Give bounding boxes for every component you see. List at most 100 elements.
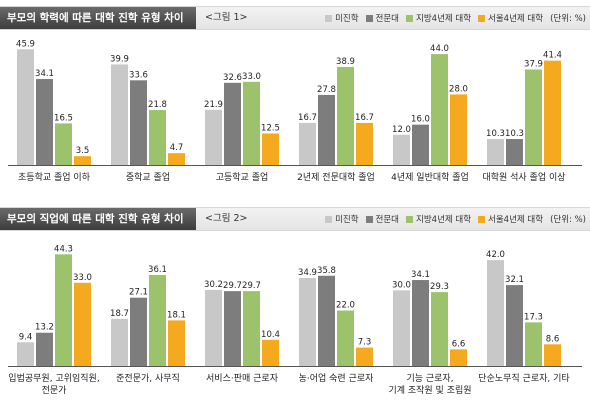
- bar-local-university: [337, 310, 354, 366]
- legend-item-seoul-university: 서울4년제 대학: [478, 12, 543, 24]
- bar-seoul-university: [74, 156, 91, 165]
- bar-junior-college: [36, 332, 53, 366]
- bar-value-label: 35.8: [317, 266, 336, 276]
- bar-no-college: [205, 109, 222, 165]
- bar-value-label: 17.3: [524, 312, 543, 322]
- bar-chart-svg: 9.413.2 44.3 33.0 입법공무원, 고위임직원, 전문가 18.7 27.1 3…: [8, 244, 582, 396]
- bar-value-label: 12.5: [261, 123, 280, 133]
- bar-local-university: [525, 322, 542, 366]
- category-label: 기능 근로자, 기계 조작원 및 조립원: [388, 373, 471, 396]
- category-label: 단순노무직 근로자, 기타: [478, 373, 570, 384]
- legend-swatch: [325, 14, 333, 22]
- bar-no-college: [299, 122, 316, 165]
- bar-value-label: 30.0: [392, 280, 411, 290]
- bar-local-university: [243, 291, 260, 366]
- legend-swatch: [406, 215, 414, 223]
- bar-value-label: 44.0: [430, 44, 449, 54]
- bar-local-university: [55, 254, 72, 366]
- bar-junior-college: [318, 275, 335, 366]
- bar-seoul-university: [450, 349, 467, 366]
- legend-swatch: [478, 215, 486, 223]
- chart-panel-2: 부모의 직업에 따른 대학 진학 유형 차이 <그림 2> 미진학 전문대 지방…: [0, 201, 590, 401]
- bar-local-university: [149, 110, 166, 165]
- bar-value-label: 34.9: [298, 268, 317, 278]
- bar-seoul-university: [262, 133, 279, 165]
- bar-value-label: 33.0: [242, 72, 261, 82]
- bar-seoul-university: [74, 282, 91, 366]
- bar-value-label: 36.1: [148, 265, 167, 275]
- legend-item-seoul-university: 서울4년제 대학: [478, 213, 543, 225]
- bar-value-label: 16.5: [54, 113, 73, 123]
- bar-value-label: 39.9: [110, 54, 129, 64]
- category-label: 준전문가, 사무직: [116, 373, 180, 384]
- legend-label: 미진학: [335, 14, 359, 24]
- bar-junior-college: [130, 80, 147, 165]
- chart-title: 부모의 학력에 따른 대학 진학 유형 차이: [0, 7, 196, 29]
- chart-panel-1: 부모의 학력에 따른 대학 진학 유형 차이 <그림 1> 미진학 전문대 지방…: [0, 0, 590, 200]
- chart-legend: 미진학 전문대 지방4년제 대학 서울4년제 대학 (단위: %): [325, 208, 586, 230]
- legend-item-no-college: 미진학: [325, 12, 359, 24]
- bar-no-college: [487, 139, 504, 165]
- figure-label: <그림 2>: [205, 213, 248, 224]
- bar-junior-college: [412, 280, 429, 366]
- bar-no-college: [487, 260, 504, 366]
- bar-value-label: 28.0: [449, 84, 468, 94]
- bar-value-label: 18.1: [167, 310, 186, 320]
- category-label: 초등학교 졸업 이하: [18, 172, 91, 183]
- bar-value-label: 6.6: [452, 339, 466, 349]
- legend-label: 미진학: [335, 215, 359, 225]
- bar-junior-college: [318, 94, 335, 165]
- chart-plot-area: 45.9 34.1 16.5 3.5 초등학교 졸업 이하 39.9 33.6 21.8 4.7…: [0, 30, 590, 198]
- bar-value-label: 16.7: [355, 113, 374, 123]
- bar-junior-college: [506, 139, 523, 165]
- bar-junior-college: [36, 79, 53, 165]
- bar-local-university: [431, 292, 448, 366]
- bar-seoul-university: [544, 344, 561, 366]
- bar-junior-college: [224, 291, 241, 366]
- bar-value-label: 13.2: [35, 323, 54, 333]
- bar-value-label: 29.7: [223, 281, 242, 291]
- category-label: 고등학교 졸업: [216, 172, 269, 183]
- bar-seoul-university: [450, 94, 467, 165]
- legend-label: 서울4년제 대학: [488, 215, 544, 225]
- bar-seoul-university: [356, 347, 373, 366]
- bar-value-label: 33.6: [129, 70, 148, 80]
- category-label: 2년제 전문대학 졸업: [297, 172, 375, 183]
- legend-item-junior-college: 전문대: [365, 213, 399, 225]
- bar-value-label: 29.7: [242, 281, 261, 291]
- bar-junior-college: [224, 82, 241, 165]
- bar-local-university: [55, 123, 72, 165]
- bar-no-college: [393, 290, 410, 366]
- bar-value-label: 8.6: [546, 334, 560, 344]
- legend-item-local-university: 지방4년제 대학: [406, 213, 471, 225]
- bar-seoul-university: [262, 339, 279, 366]
- bar-value-label: 27.8: [317, 85, 336, 95]
- category-label: 농·어업 숙련 근로자: [299, 373, 375, 384]
- bar-no-college: [17, 342, 34, 366]
- figure-label: <그림 1>: [205, 12, 248, 23]
- category-label: 입법공무원, 고위임직원, 전문가: [8, 372, 99, 396]
- bar-seoul-university: [544, 60, 561, 166]
- bar-seoul-university: [168, 153, 185, 165]
- bar-seoul-university: [168, 320, 185, 366]
- bar-no-college: [205, 289, 222, 366]
- bar-value-label: 42.0: [486, 250, 505, 260]
- bar-local-university: [525, 69, 542, 165]
- bar-junior-college: [412, 124, 429, 165]
- bar-value-label: 22.0: [336, 301, 355, 311]
- bar-value-label: 34.1: [35, 69, 54, 79]
- bar-value-label: 45.9: [16, 39, 35, 49]
- category-label: 서비스·판매 근로자: [206, 373, 279, 384]
- bar-value-label: 32.1: [505, 275, 524, 285]
- legend-swatch: [325, 215, 333, 223]
- bar-value-label: 10.3: [486, 129, 505, 139]
- legend-item-junior-college: 전문대: [365, 12, 399, 24]
- legend-swatch: [365, 215, 373, 223]
- bar-junior-college: [130, 297, 147, 366]
- category-label: 4년제 일반대학 졸업: [391, 172, 469, 183]
- bar-value-label: 16.7: [298, 113, 317, 123]
- bar-value-label: 30.2: [204, 280, 223, 290]
- chart-header: 부모의 직업에 따른 대학 진학 유형 차이 <그림 2> 미진학 전문대 지방…: [0, 207, 590, 231]
- bar-value-label: 16.0: [411, 115, 430, 125]
- bar-value-label: 3.5: [76, 146, 90, 156]
